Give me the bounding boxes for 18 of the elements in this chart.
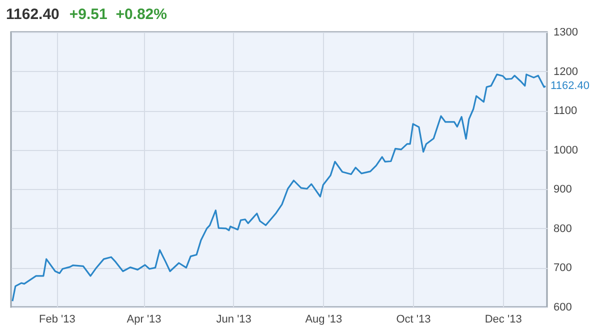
y-tick-label: 1200 (554, 66, 578, 78)
annotation: 1162.40 (550, 80, 590, 92)
chart-subtitle: +9.51 +0.82% (69, 6, 167, 22)
x-tick-label: Dec '13 (484, 314, 522, 326)
x-tick-label: Aug '13 (305, 314, 342, 326)
y-tick-label: 1300 (554, 26, 578, 38)
x-tick-label: Feb '13 (38, 314, 76, 326)
chart-title: 1162.40 (6, 6, 60, 22)
line-series (12, 74, 546, 302)
y-tick-label: 700 (554, 262, 572, 274)
x-tick-label: Jun '13 (216, 314, 252, 326)
y-tick-label: 800 (554, 222, 572, 235)
x-tick-label: Oct '13 (396, 314, 431, 326)
x-tick-label: Apr '13 (126, 314, 162, 326)
y-tick-label: 1000 (554, 144, 578, 156)
y-tick-label: 1100 (554, 105, 578, 118)
y-tick-label: 900 (554, 184, 572, 196)
y-tick-label: 600 (554, 302, 572, 314)
